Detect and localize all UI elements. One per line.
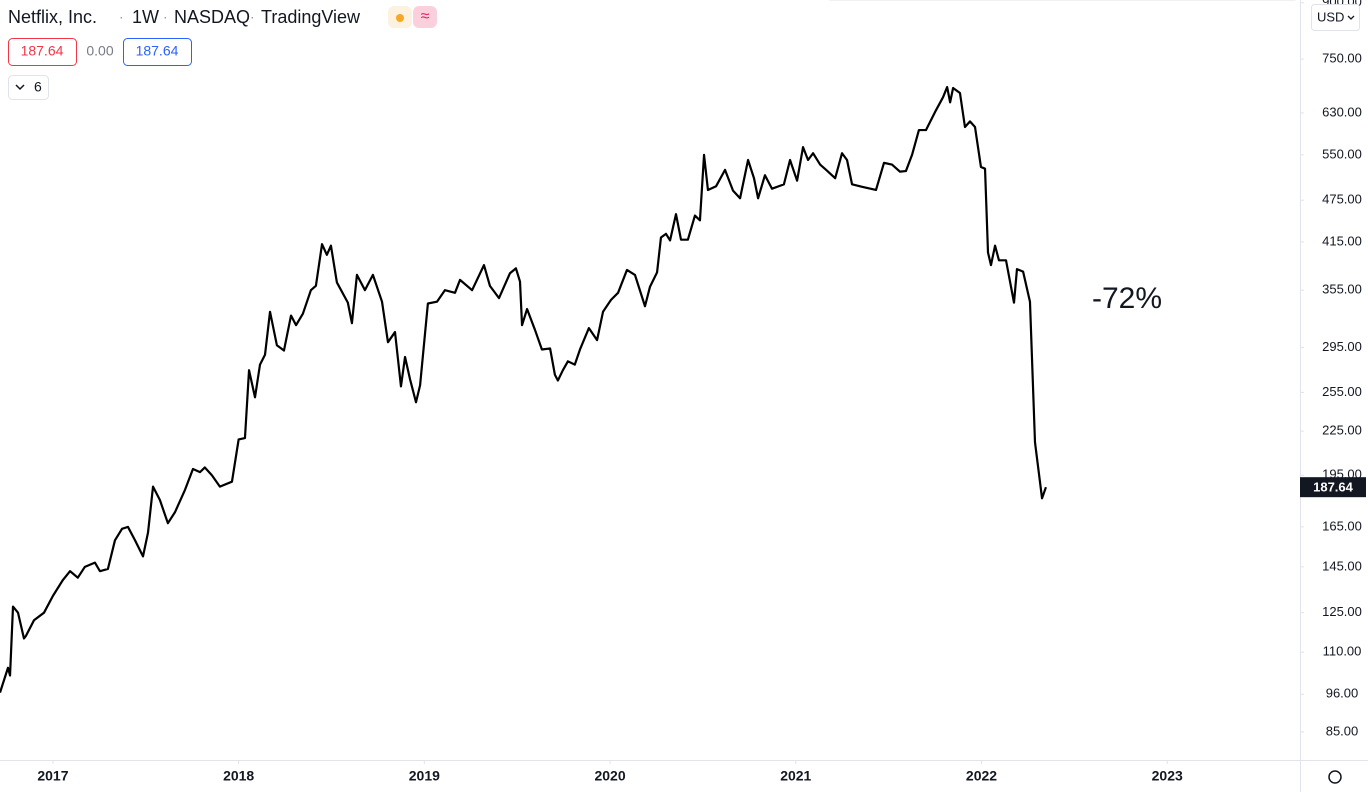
ticks: 85.0096.00110.00125.00145.00165.00195.00…: [37, 0, 1362, 784]
spread: 0.00: [86, 43, 113, 59]
chevron: [1347, 15, 1355, 20]
exchange: NASDAQ: [174, 7, 250, 27]
y-tick-label: 225.00: [1322, 423, 1362, 438]
price-line: [0, 85, 1047, 693]
interval: 1W: [132, 7, 159, 27]
y-tick-label: 96.00: [1326, 686, 1359, 701]
buy-price: 187.64: [136, 43, 179, 59]
currency-button[interactable]: [1311, 4, 1360, 31]
x-tick-label: 2018: [223, 768, 254, 784]
y-tick-label: 475.00: [1322, 192, 1362, 207]
y-tick-label: 415.00: [1322, 233, 1362, 248]
y-tick-label: 255.00: [1322, 384, 1362, 399]
x-tick-label: 2017: [37, 768, 68, 784]
buy-box[interactable]: [123, 38, 192, 66]
indicator-count: 6: [34, 79, 42, 95]
y-tick-label: 85.00: [1326, 723, 1359, 738]
separator: ·: [119, 9, 124, 25]
x-tick-label: 2023: [1152, 768, 1183, 784]
currency: USD: [1317, 9, 1344, 24]
y-tick-label: 125.00: [1322, 604, 1362, 619]
last-price-box: [1300, 477, 1366, 498]
settings-icon[interactable]: [1328, 770, 1342, 784]
symbol: Netflix, Inc.: [8, 7, 97, 27]
x-tick-label: 2021: [780, 768, 811, 784]
separator: ·: [250, 9, 255, 25]
x-tick-label: 2019: [409, 768, 440, 784]
x-tick-label: 2020: [594, 768, 625, 784]
chevron: [15, 84, 25, 91]
delay-icon: ≈: [421, 8, 430, 25]
delay-status[interactable]: [413, 6, 437, 28]
x-tick-label: 2022: [966, 768, 997, 784]
separator: ·: [163, 9, 168, 25]
sell-price: 187.64: [21, 43, 64, 59]
source: TradingView: [261, 7, 361, 27]
last-price-label: 187.64: [1313, 480, 1354, 495]
y-tick-label: 630.00: [1322, 104, 1362, 119]
y-tick-label: 145.00: [1322, 558, 1362, 573]
annotation: -72%: [1092, 282, 1162, 315]
indicator-toggle[interactable]: [8, 75, 49, 100]
y-tick-label: 550.00: [1322, 146, 1362, 161]
sun-icon: [396, 14, 404, 22]
y-tick-label: 750.00: [1322, 51, 1362, 66]
gear: [1328, 770, 1342, 784]
y-tick-label: 110.00: [1323, 644, 1362, 659]
y-tick-label: 295.00: [1322, 339, 1362, 354]
y-tick-label: 355.00: [1322, 282, 1362, 297]
sell-box[interactable]: [8, 38, 77, 66]
y-tick-label: 165.00: [1322, 518, 1362, 533]
